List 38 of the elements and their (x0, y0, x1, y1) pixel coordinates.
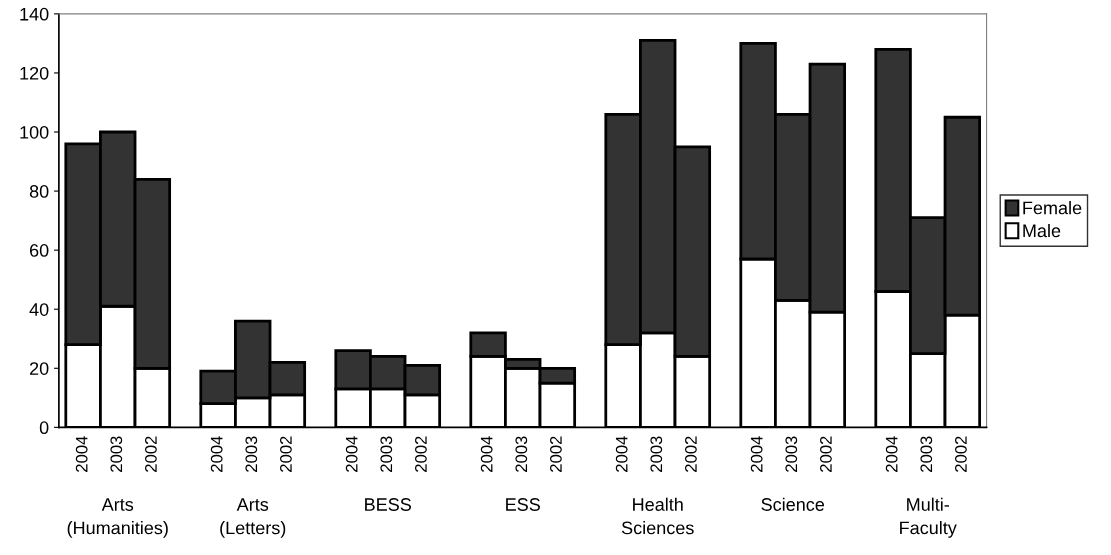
x-tick-label: 2002 (145, 436, 157, 472)
y-tick-label: 0 (39, 421, 49, 435)
y-tick-label: 120 (20, 66, 49, 80)
y-tick-label: 80 (29, 185, 49, 198)
y-tick-label: 60 (30, 244, 49, 257)
text: ESS (506, 498, 540, 511)
x-tick-label: 2004 (615, 436, 628, 472)
legend-label: Female (1023, 201, 1082, 215)
x-tick-label: 2002 (415, 436, 427, 472)
text: Science (761, 497, 825, 511)
x-tick-label: 2004 (480, 436, 493, 472)
x-tick-label: 2004 (750, 436, 763, 472)
text: Arts (Humanities) (67, 498, 168, 538)
x-tick-label: 2004 (210, 436, 223, 472)
x-tick-label: 2003 (380, 436, 393, 472)
x-tick-label: 2003 (650, 436, 663, 472)
y-tick-label: 20 (29, 362, 49, 375)
x-tick-label: 2002 (550, 436, 562, 472)
y-tick-label: 40 (29, 303, 49, 316)
x-tick-label: 2004 (75, 436, 88, 472)
text: Health Sciences (621, 497, 694, 535)
x-tick-label: 2004 (345, 436, 358, 472)
text: BESS (365, 498, 411, 511)
x-tick-label: 2003 (245, 436, 258, 472)
x-tick-label: 2003 (920, 436, 933, 472)
x-tick-label: 2002 (820, 436, 832, 472)
x-tick-label: 2002 (955, 436, 967, 472)
legend-label: Male (1023, 223, 1061, 238)
y-tick-label: 100 (20, 125, 49, 139)
text: Arts (Letters) (220, 498, 286, 538)
text: Multi- Faculty (900, 497, 957, 538)
x-tick-label: 2003 (515, 436, 528, 472)
x-tick-label: 2002 (685, 436, 697, 472)
x-tick-label: 2002 (280, 436, 292, 472)
x-tick-label: 2003 (785, 436, 798, 472)
x-tick-label: 2004 (885, 436, 898, 472)
x-tick-label: 2003 (110, 436, 123, 472)
y-tick-label: 140 (20, 7, 49, 21)
